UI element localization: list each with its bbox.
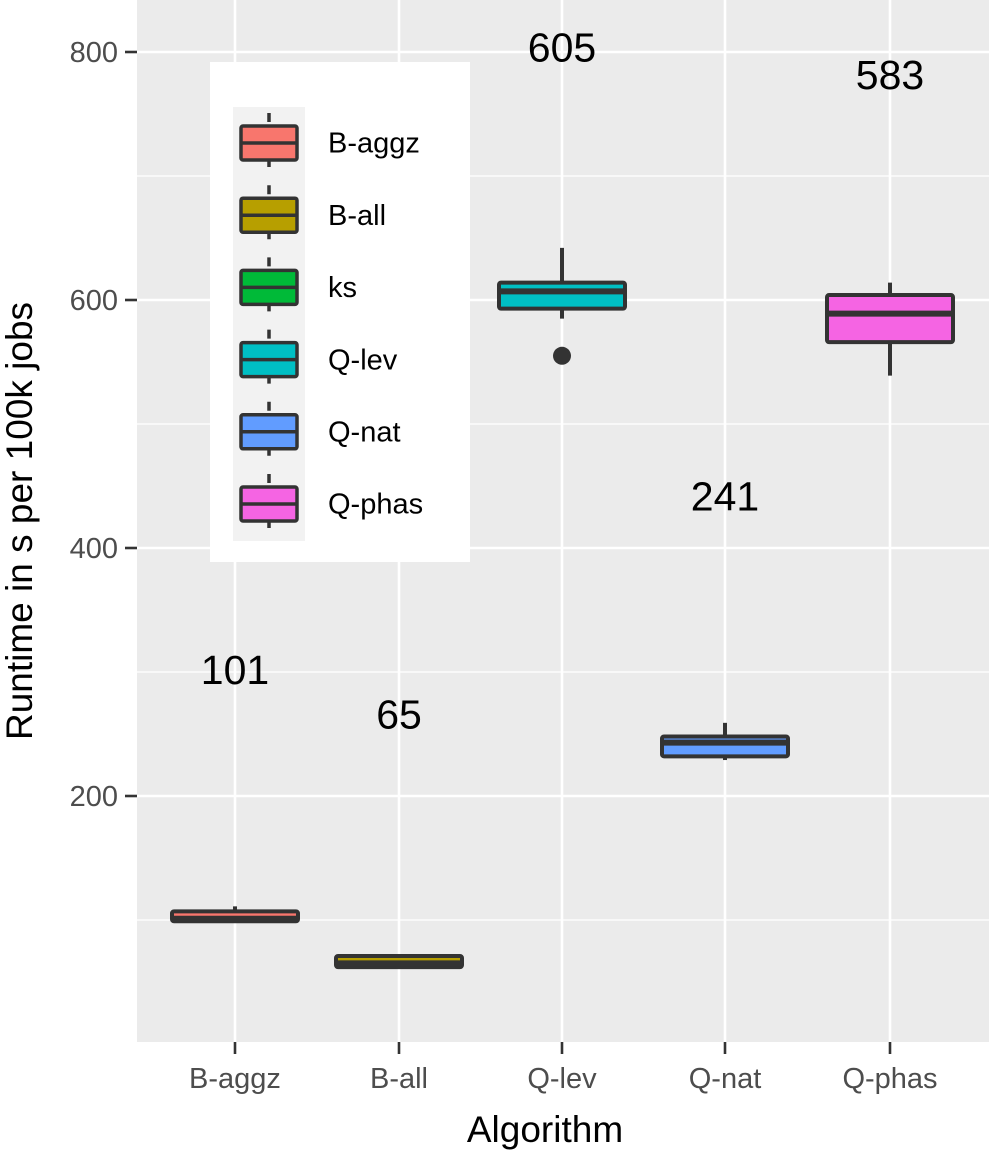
legend-label: B-aggz [328, 128, 420, 160]
legend-label: Q-phas [328, 489, 423, 521]
y-tick-label: 400 [70, 533, 118, 565]
data-label: 101 [201, 647, 269, 693]
x-axis-title: Algorithm [467, 1109, 623, 1150]
data-label: 241 [691, 473, 759, 519]
outlier-point [553, 346, 571, 365]
x-tick-label: B-all [370, 1063, 428, 1095]
legend-label: Q-nat [328, 416, 401, 448]
legend-label: ks [328, 272, 357, 304]
x-tick-label: Q-nat [689, 1063, 762, 1095]
legend-label: Q-lev [328, 344, 398, 376]
y-axis-title: Runtime in s per 100k jobs [0, 302, 40, 740]
x-tick-label: Q-lev [527, 1063, 597, 1095]
y-tick-label: 200 [70, 781, 118, 813]
x-tick-label: B-aggz [189, 1063, 281, 1095]
legend: B-aggz B-all ks Q-lev Q-nat Q-phas [210, 62, 470, 562]
legend-label: B-all [328, 200, 386, 232]
y-tick-label: 800 [70, 37, 118, 69]
box-Q-phas [825, 293, 955, 345]
box-Q-lev [497, 280, 627, 311]
x-tick-label: Q-phas [842, 1063, 937, 1095]
data-label: 65 [376, 692, 422, 738]
data-label: 605 [528, 25, 596, 71]
y-tick-label: 600 [70, 285, 118, 317]
box-Q-nat [660, 734, 790, 759]
data-label: 583 [856, 52, 924, 98]
